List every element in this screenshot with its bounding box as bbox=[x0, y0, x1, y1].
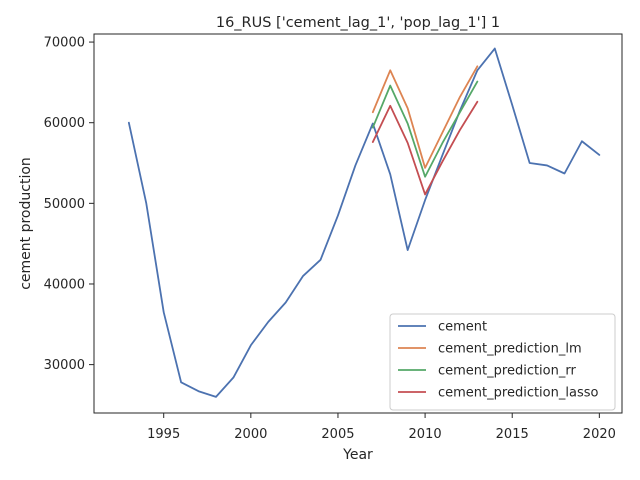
y-tick-label: 70000 bbox=[44, 36, 85, 51]
y-axis: 30000 40000 50000 60000 70000 bbox=[44, 36, 94, 373]
x-axis: 1995 2000 2005 2010 2015 2020 bbox=[147, 413, 616, 442]
y-tick-label: 40000 bbox=[44, 277, 85, 292]
x-tick-label: 2005 bbox=[321, 427, 354, 442]
x-tick-label: 1995 bbox=[147, 427, 180, 442]
legend-entry: cement_prediction_rr bbox=[438, 364, 576, 379]
legend-entry: cement bbox=[438, 320, 487, 335]
x-axis-label: Year bbox=[342, 447, 373, 463]
series-line-cement-prediction-lm bbox=[371, 65, 479, 169]
y-tick-label: 30000 bbox=[44, 358, 85, 373]
legend: cement cement_prediction_lm cement_predict… bbox=[389, 313, 616, 411]
series-line-cement-prediction-lasso bbox=[371, 100, 479, 196]
y-tick-label: 60000 bbox=[44, 116, 85, 131]
legend-box bbox=[389, 313, 616, 411]
x-tick-label: 2015 bbox=[496, 427, 529, 442]
series-line-cement-prediction-rr bbox=[371, 80, 479, 178]
series-layer bbox=[127, 47, 601, 398]
legend-entry: cement_prediction_lasso bbox=[438, 386, 598, 401]
series-line-cement bbox=[127, 47, 601, 398]
y-tick-label: 50000 bbox=[44, 197, 85, 212]
y-axis-label: cement production bbox=[18, 157, 34, 290]
x-tick-label: 2000 bbox=[234, 427, 267, 442]
plot-frame bbox=[93, 33, 623, 414]
x-tick-label: 2020 bbox=[583, 427, 616, 442]
x-tick-label: 2010 bbox=[409, 427, 442, 442]
chart-title: 16_RUS ['cement_lag_1', 'pop_lag_1'] 1 bbox=[216, 15, 500, 31]
legend-entry: cement_prediction_lm bbox=[438, 342, 582, 357]
